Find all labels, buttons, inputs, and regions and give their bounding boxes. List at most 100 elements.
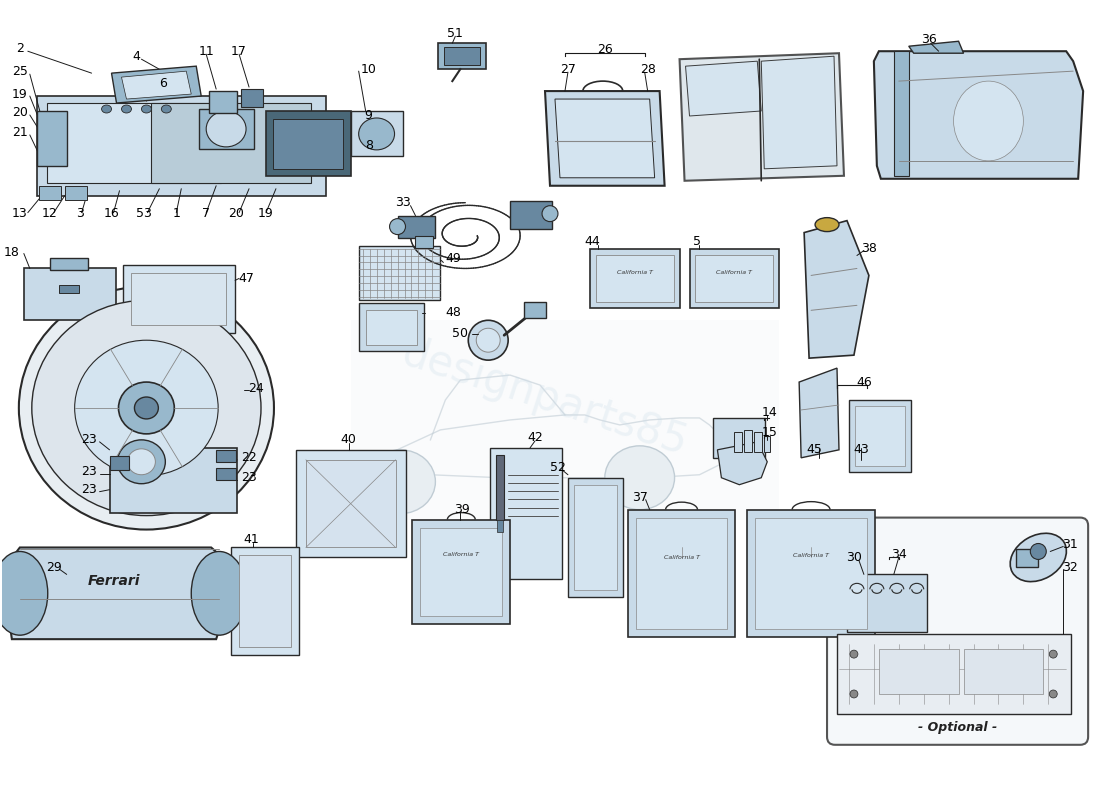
FancyBboxPatch shape (596, 254, 673, 302)
FancyBboxPatch shape (847, 574, 926, 632)
FancyBboxPatch shape (849, 400, 911, 472)
FancyBboxPatch shape (695, 254, 773, 302)
Ellipse shape (121, 105, 132, 113)
Text: 11: 11 (198, 45, 214, 58)
FancyBboxPatch shape (351, 111, 403, 156)
Text: Ferrari: Ferrari (87, 574, 140, 588)
FancyBboxPatch shape (50, 258, 88, 270)
Text: 2: 2 (15, 42, 24, 54)
FancyBboxPatch shape (359, 246, 440, 300)
Polygon shape (111, 66, 201, 103)
FancyBboxPatch shape (273, 119, 343, 169)
FancyBboxPatch shape (36, 111, 67, 166)
FancyBboxPatch shape (123, 266, 235, 334)
FancyBboxPatch shape (439, 43, 486, 69)
Polygon shape (873, 51, 1084, 178)
FancyBboxPatch shape (39, 186, 60, 200)
Text: 23: 23 (80, 483, 97, 496)
FancyBboxPatch shape (266, 111, 351, 176)
FancyBboxPatch shape (628, 510, 736, 637)
Text: 14: 14 (761, 406, 777, 419)
Text: California T: California T (443, 552, 480, 557)
Ellipse shape (389, 218, 406, 234)
FancyBboxPatch shape (491, 448, 562, 579)
Text: 22: 22 (241, 451, 256, 464)
FancyBboxPatch shape (855, 406, 905, 466)
FancyBboxPatch shape (837, 634, 1071, 714)
FancyBboxPatch shape (359, 303, 425, 351)
Text: 33: 33 (395, 196, 410, 209)
FancyBboxPatch shape (964, 649, 1043, 694)
Ellipse shape (206, 111, 246, 147)
Text: 44: 44 (584, 235, 600, 248)
Polygon shape (7, 547, 229, 639)
Ellipse shape (1049, 650, 1057, 658)
Text: California T: California T (793, 553, 829, 558)
Text: 50: 50 (452, 326, 469, 340)
FancyBboxPatch shape (747, 510, 875, 637)
Ellipse shape (142, 105, 152, 113)
FancyBboxPatch shape (217, 450, 236, 462)
Text: California T: California T (663, 555, 700, 560)
Text: 23: 23 (80, 466, 97, 478)
FancyBboxPatch shape (365, 310, 418, 345)
FancyBboxPatch shape (24, 269, 115, 320)
Text: 45: 45 (806, 443, 822, 456)
Polygon shape (804, 221, 869, 358)
Text: 25: 25 (12, 65, 28, 78)
Ellipse shape (0, 551, 47, 635)
FancyBboxPatch shape (444, 47, 481, 65)
Text: California T: California T (617, 270, 652, 275)
Text: 9: 9 (365, 110, 373, 122)
Text: 34: 34 (891, 548, 906, 561)
Text: 48: 48 (446, 306, 461, 319)
Text: 53: 53 (136, 207, 153, 220)
Polygon shape (685, 61, 761, 116)
Text: 28: 28 (640, 62, 656, 76)
FancyBboxPatch shape (351, 320, 779, 519)
Text: 36: 36 (921, 33, 936, 46)
Text: 46: 46 (856, 375, 872, 389)
Ellipse shape (101, 105, 111, 113)
Ellipse shape (119, 382, 174, 434)
FancyBboxPatch shape (47, 103, 221, 182)
Ellipse shape (128, 449, 155, 474)
Text: 19: 19 (258, 207, 274, 220)
Polygon shape (121, 71, 191, 99)
Text: 5: 5 (693, 235, 702, 248)
FancyBboxPatch shape (306, 460, 396, 547)
Text: 41: 41 (243, 533, 258, 546)
FancyBboxPatch shape (199, 109, 254, 149)
Text: 38: 38 (861, 242, 877, 255)
FancyBboxPatch shape (241, 89, 263, 107)
Polygon shape (717, 442, 767, 485)
Text: 7: 7 (202, 207, 210, 220)
Polygon shape (544, 91, 664, 186)
Ellipse shape (359, 118, 395, 150)
Text: - Optional -: - Optional - (918, 721, 998, 734)
FancyBboxPatch shape (568, 478, 623, 598)
FancyBboxPatch shape (496, 455, 504, 519)
FancyBboxPatch shape (590, 249, 680, 308)
Text: 13: 13 (12, 207, 28, 220)
FancyBboxPatch shape (397, 216, 436, 238)
FancyBboxPatch shape (416, 235, 433, 247)
Ellipse shape (469, 320, 508, 360)
FancyBboxPatch shape (524, 302, 546, 318)
FancyBboxPatch shape (755, 432, 762, 452)
FancyBboxPatch shape (420, 527, 503, 616)
FancyBboxPatch shape (574, 485, 617, 590)
Text: 31: 31 (1063, 538, 1078, 551)
Ellipse shape (32, 300, 261, 515)
FancyBboxPatch shape (756, 518, 867, 630)
FancyBboxPatch shape (827, 518, 1088, 745)
FancyBboxPatch shape (217, 468, 236, 480)
Ellipse shape (850, 650, 858, 658)
Text: 27: 27 (560, 62, 576, 76)
Text: designparts85: designparts85 (397, 332, 693, 464)
Polygon shape (909, 42, 964, 54)
Text: 16: 16 (103, 207, 120, 220)
FancyBboxPatch shape (714, 418, 766, 458)
FancyBboxPatch shape (36, 96, 326, 196)
FancyBboxPatch shape (58, 286, 78, 294)
